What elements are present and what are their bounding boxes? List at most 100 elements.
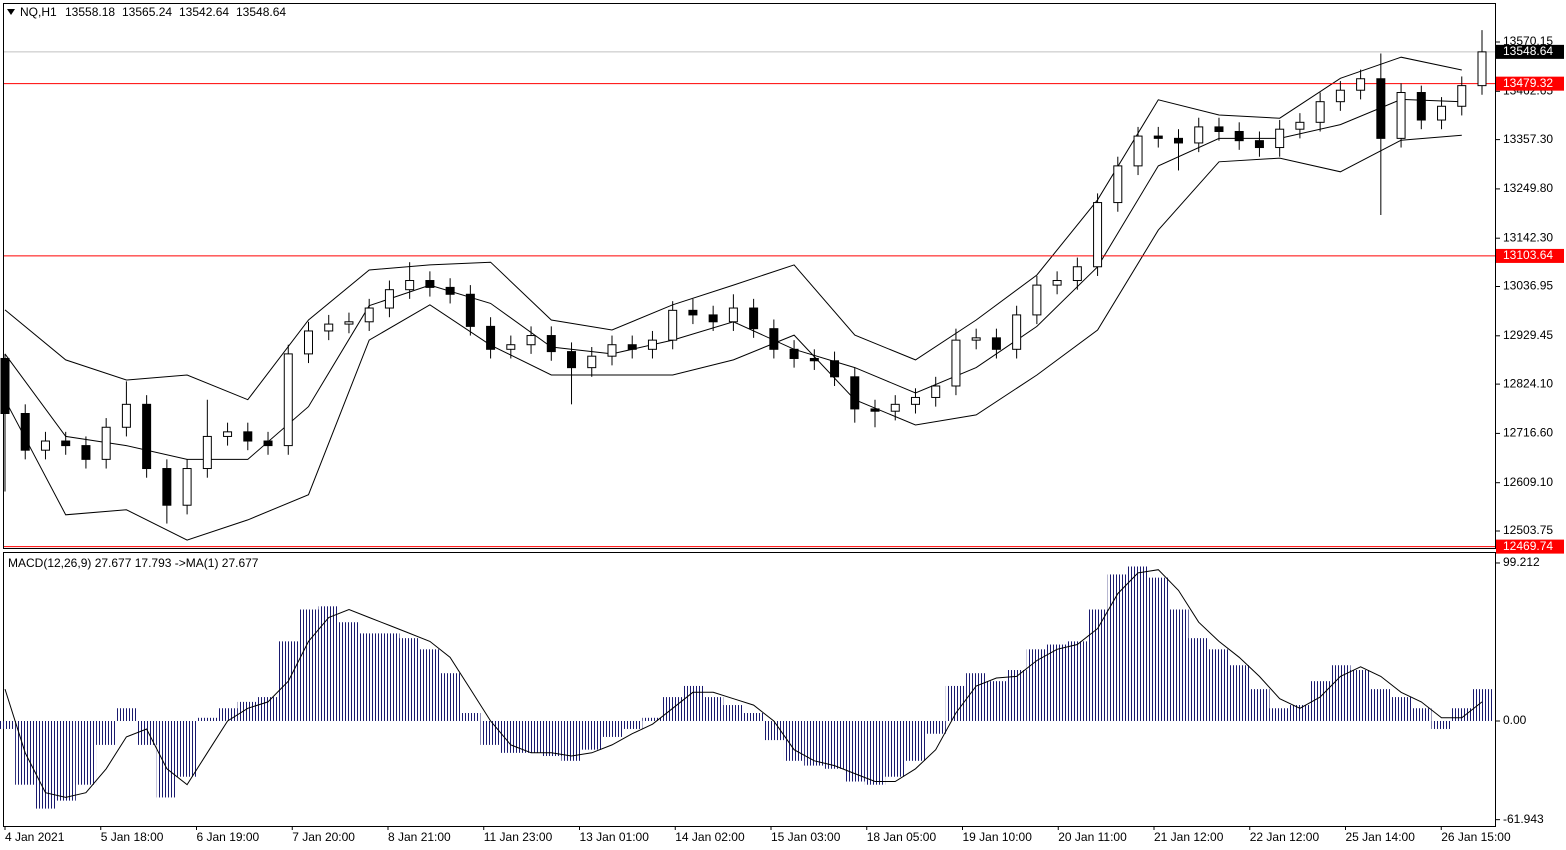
bollinger-upper	[4, 56, 1462, 401]
candle-body	[708, 314, 718, 323]
y-tick-label: 12503.75	[1503, 523, 1553, 537]
price-pane	[3, 3, 1496, 549]
candle-body	[1416, 92, 1426, 121]
ohlc-open: 13558.18	[65, 5, 115, 19]
candle-body	[728, 307, 738, 323]
x-tick-label: 11 Jan 23:00	[484, 830, 553, 844]
candle-body	[1254, 140, 1264, 149]
level-tag	[1496, 248, 1564, 263]
last-price-tag	[1496, 44, 1564, 59]
x-tick-label: 5 Jan 18:00	[101, 830, 164, 844]
y-tick-label: 12824.10	[1503, 376, 1553, 390]
macd-bar	[1310, 681, 1331, 721]
macd-bar	[318, 606, 339, 721]
macd-bar	[338, 622, 360, 721]
candle-body	[1113, 165, 1123, 204]
y-tick-label: 13570.15	[1503, 34, 1553, 48]
macd-bar	[156, 720, 177, 798]
macd-bar	[1127, 566, 1149, 721]
macd-bar	[298, 609, 319, 721]
candle-body	[101, 426, 111, 460]
macd-bar	[359, 633, 380, 721]
macd-bar	[763, 720, 784, 741]
macd-bar	[1087, 609, 1108, 721]
candle-body	[769, 328, 779, 350]
macd-bar	[844, 720, 865, 782]
macd-bar	[1451, 708, 1472, 721]
candle-body	[364, 307, 374, 323]
macd-bar	[622, 720, 643, 729]
macd-bar	[460, 713, 481, 721]
candle-body	[1376, 78, 1386, 139]
macd-bar	[1067, 641, 1088, 721]
macd-bar	[986, 681, 1007, 721]
candle-body	[465, 293, 475, 327]
y-tick-label: 13357.30	[1503, 132, 1553, 146]
candle-body	[1072, 266, 1082, 282]
macd-bar	[1168, 609, 1189, 721]
macd-bar	[1370, 689, 1391, 721]
candle-body	[1032, 284, 1042, 316]
candle-body	[890, 403, 900, 412]
level-tag	[1496, 539, 1564, 554]
menu-arrow[interactable]	[7, 9, 15, 15]
candle-body	[486, 325, 496, 350]
candle-body	[506, 344, 516, 350]
macd-bar	[1431, 720, 1452, 729]
candle-body	[567, 351, 577, 369]
candle-body	[1133, 135, 1143, 167]
x-tick-label: 25 Jan 14:00	[1346, 830, 1416, 844]
macd-bar	[905, 720, 926, 761]
candle-body	[688, 309, 698, 316]
macd-pane	[3, 552, 1496, 827]
macd-label: MACD(12,26,9) 27.677 17.793 ->MA(1) 27.6…	[8, 556, 259, 570]
macd-bar	[1249, 689, 1270, 721]
candle-body	[162, 468, 172, 506]
candle-body	[647, 339, 657, 350]
macd-bar	[0, 720, 16, 729]
x-tick-label: 19 Jan 10:00	[963, 830, 1033, 844]
macd-bar	[75, 720, 97, 785]
macd-bar	[864, 720, 886, 785]
y-tick-label: 13249.80	[1503, 181, 1553, 195]
macd-bar	[116, 708, 137, 721]
macd-bar	[136, 720, 157, 745]
macd-bar	[581, 720, 602, 750]
macd-bar	[1390, 697, 1412, 721]
macd-bar	[1046, 644, 1068, 721]
candle-body	[850, 376, 860, 410]
ohlc-high: 13565.24	[122, 5, 172, 19]
macd-bar	[1411, 708, 1432, 721]
macd-bar	[723, 705, 744, 721]
macd-bar	[1269, 708, 1290, 721]
x-tick-label: 18 Jan 05:00	[867, 830, 937, 844]
symbol: NQ,H1	[20, 5, 57, 19]
macd-bar	[96, 720, 117, 745]
macd-bar	[217, 708, 238, 721]
candle-body	[1214, 126, 1224, 132]
macd-bar	[682, 685, 704, 721]
macd-bar	[480, 720, 501, 745]
level-tag	[1496, 76, 1564, 91]
candle-body	[384, 289, 394, 309]
candle-body	[243, 431, 253, 442]
x-tick-label: 14 Jan 02:00	[675, 830, 745, 844]
macd-bar	[1208, 649, 1230, 721]
x-tick-label: 7 Jan 20:00	[292, 830, 355, 844]
candle-body	[182, 468, 192, 506]
candle-body	[263, 440, 273, 447]
macd-bar	[176, 720, 198, 777]
macd-bar	[197, 717, 218, 721]
candle-body	[223, 431, 233, 437]
candle-body	[526, 335, 536, 346]
macd-bar	[743, 713, 764, 721]
candle-body	[0, 357, 10, 415]
macd-bar	[500, 720, 521, 753]
candle-body	[202, 435, 212, 470]
candle-body	[951, 339, 961, 387]
y-tick-label: 0.00	[1503, 713, 1527, 727]
ohlc-low: 13542.64	[179, 5, 229, 19]
candle-body	[1295, 121, 1305, 130]
macd-bar	[237, 701, 258, 721]
macd-bar	[399, 638, 420, 721]
